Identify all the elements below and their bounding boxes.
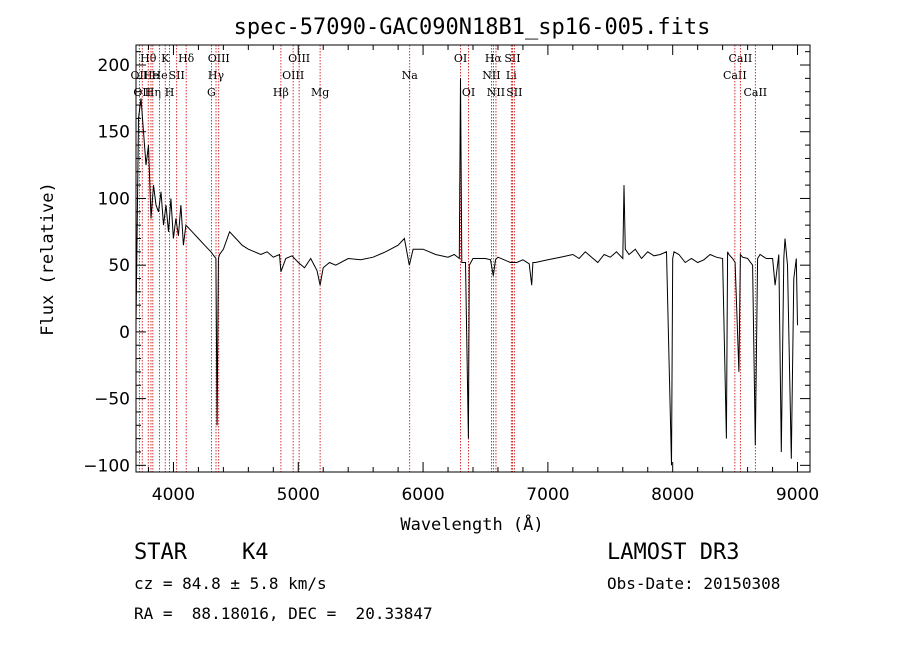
x-tick-label: 8000 bbox=[651, 485, 694, 505]
x-tick-label: 6000 bbox=[401, 485, 444, 505]
y-tick-label: 150 bbox=[98, 123, 130, 143]
observation-date: Obs-Date: 20150308 bbox=[607, 574, 781, 593]
line-label: OII bbox=[131, 69, 149, 82]
line-label: Hγ bbox=[208, 69, 225, 82]
y-tick-label: 100 bbox=[98, 189, 130, 209]
y-tick-label: −50 bbox=[94, 390, 130, 410]
line-label: He bbox=[143, 69, 159, 82]
x-axis: 4000 5000 6000 7000 8000 9000 bbox=[147, 45, 819, 505]
line-label: NII bbox=[482, 69, 500, 82]
line-label: CaII bbox=[729, 52, 753, 65]
x-tick-label: 4000 bbox=[152, 485, 195, 505]
line-label: CaII bbox=[743, 86, 767, 99]
line-label: K bbox=[161, 52, 170, 65]
x-tick-label: 9000 bbox=[776, 485, 819, 505]
chart-title: spec-57090-GAC090N18B1_sp16-005.fits bbox=[234, 15, 711, 40]
x-tick-label: 7000 bbox=[526, 485, 569, 505]
line-label: OII bbox=[133, 86, 151, 99]
line-label: OIII bbox=[282, 69, 304, 82]
line-label: Hα bbox=[485, 52, 503, 65]
line-label: Hη bbox=[145, 86, 161, 99]
y-tick-label: 200 bbox=[98, 56, 130, 76]
x-axis-label: Wavelength (Å) bbox=[400, 513, 543, 535]
line-label: Hδ bbox=[178, 52, 195, 65]
line-label: Hβ bbox=[273, 86, 289, 99]
line-label: CaII bbox=[723, 69, 747, 82]
y-axis-label: Flux (relative) bbox=[38, 182, 58, 336]
spectrum-line bbox=[135, 78, 798, 466]
line-label: G bbox=[207, 86, 216, 99]
spectrum-trace bbox=[135, 78, 798, 466]
line-label: SII bbox=[169, 69, 185, 82]
y-tick-label: 0 bbox=[119, 323, 130, 343]
line-label: H bbox=[165, 86, 175, 99]
y-tick-label: 50 bbox=[108, 256, 130, 276]
line-label: Mg bbox=[311, 86, 329, 99]
y-tick-label: −100 bbox=[83, 456, 130, 476]
line-label: OIII bbox=[288, 52, 310, 65]
line-label: OI bbox=[462, 86, 475, 99]
coordinates-readout: RA = 88.18016, DEC = 20.33847 bbox=[134, 604, 433, 623]
line-label: SII bbox=[506, 86, 522, 99]
line-label: He bbox=[152, 69, 168, 82]
line-label: Hθ bbox=[140, 52, 157, 65]
line-label: Li bbox=[506, 69, 517, 82]
survey-name: LAMOST DR3 bbox=[607, 540, 740, 565]
line-label: OI bbox=[454, 52, 467, 65]
line-label: Na bbox=[402, 69, 419, 82]
y-axis: −100 −50 0 50 100 150 200 bbox=[83, 51, 810, 476]
redshift-readout: cz = 84.8 ± 5.8 km/s bbox=[134, 574, 327, 593]
x-tick-label: 5000 bbox=[277, 485, 320, 505]
line-label: OIII bbox=[208, 52, 230, 65]
object-class: STAR bbox=[134, 540, 187, 565]
line-label: SII bbox=[504, 52, 520, 65]
emission-line-markers: OIIOIIHθHeHηHeKHSIIHδGHγOIIIHβOIIIOIIIMg… bbox=[131, 45, 767, 472]
spectrum-chart: spec-57090-GAC090N18B1_sp16-005.fits OII… bbox=[38, 15, 819, 535]
object-subclass: K4 bbox=[242, 540, 269, 565]
line-label: NII bbox=[487, 86, 505, 99]
